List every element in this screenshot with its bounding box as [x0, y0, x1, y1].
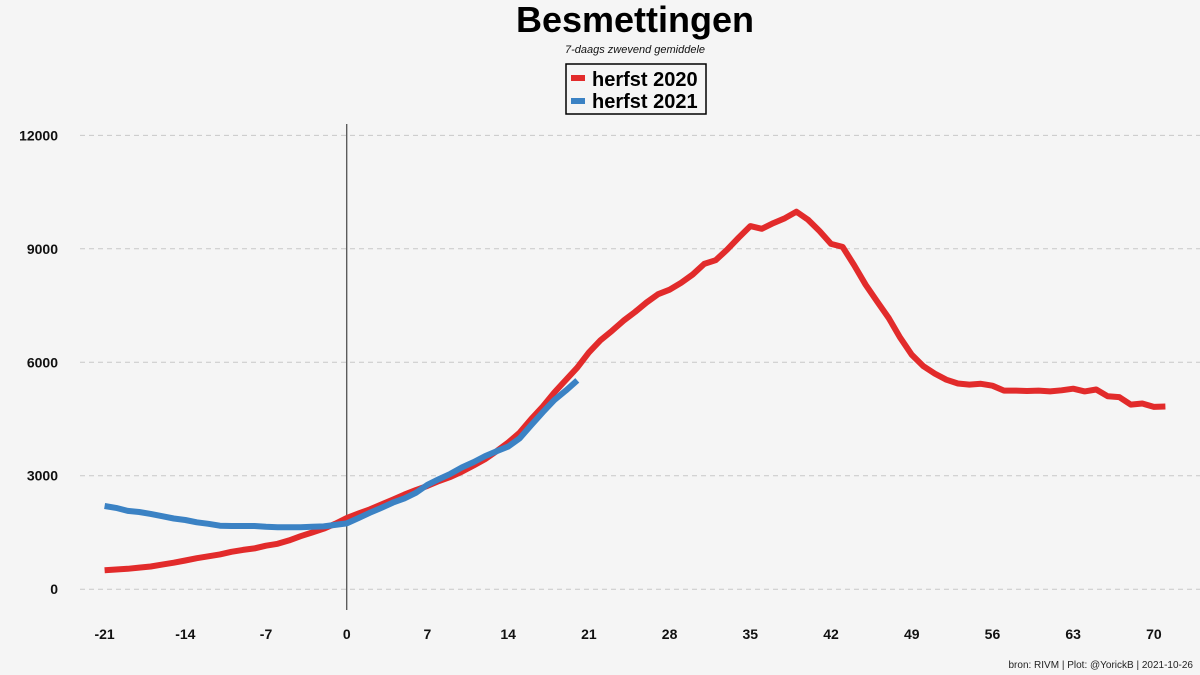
x-tick-label--14: -14	[175, 626, 195, 642]
x-tick-label-49: 49	[904, 626, 920, 642]
x-tick-labels: -21 -14 -7 0 7 14 21 28 35 42 49 56 63 70	[94, 626, 1161, 642]
series-line-herfst-2020	[104, 208, 1166, 574]
y-tick-label-6000: 6000	[27, 354, 58, 370]
x-tick-label--21: -21	[94, 626, 114, 642]
legend-label-herfst-2020: herfst 2020	[592, 69, 698, 91]
y-tick-label-0: 0	[50, 581, 58, 597]
x-tick-label-14: 14	[500, 626, 516, 642]
legend-swatch-herfst-2021	[571, 98, 585, 104]
grid-layer	[80, 134, 1200, 590]
y-tick-label-3000: 3000	[27, 468, 58, 484]
x-tick-label-35: 35	[743, 626, 759, 642]
y-tick-label-12000: 12000	[19, 127, 58, 143]
chart-subtitle: 7-daags zwevend gemiddele	[565, 44, 705, 56]
chart-title: Besmettingen	[516, 0, 754, 40]
y-tick-label-9000: 9000	[27, 241, 58, 257]
source-caption: bron: RIVM | Plot: @YorickB | 2021-10-26	[1008, 660, 1193, 671]
x-tick-label-70: 70	[1146, 626, 1162, 642]
legend: herfst 2020 herfst 2021	[565, 63, 707, 115]
x-tick-label--7: -7	[260, 626, 273, 642]
x-tick-label-0: 0	[343, 626, 351, 642]
legend-box	[565, 63, 707, 115]
x-tick-label-21: 21	[581, 626, 597, 642]
legend-swatch-herfst-2020	[571, 75, 585, 81]
y-tick-labels: 0 3000 6000 9000 12000	[19, 127, 58, 597]
x-tick-label-63: 63	[1065, 626, 1081, 642]
x-tick-label-28: 28	[662, 626, 678, 642]
x-tick-label-42: 42	[823, 626, 839, 642]
x-tick-label-7: 7	[424, 626, 432, 642]
series-line-herfst-2021	[104, 378, 580, 531]
legend-label-herfst-2021: herfst 2021	[592, 91, 698, 113]
x-tick-label-56: 56	[985, 626, 1001, 642]
series-layer	[104, 208, 1166, 574]
